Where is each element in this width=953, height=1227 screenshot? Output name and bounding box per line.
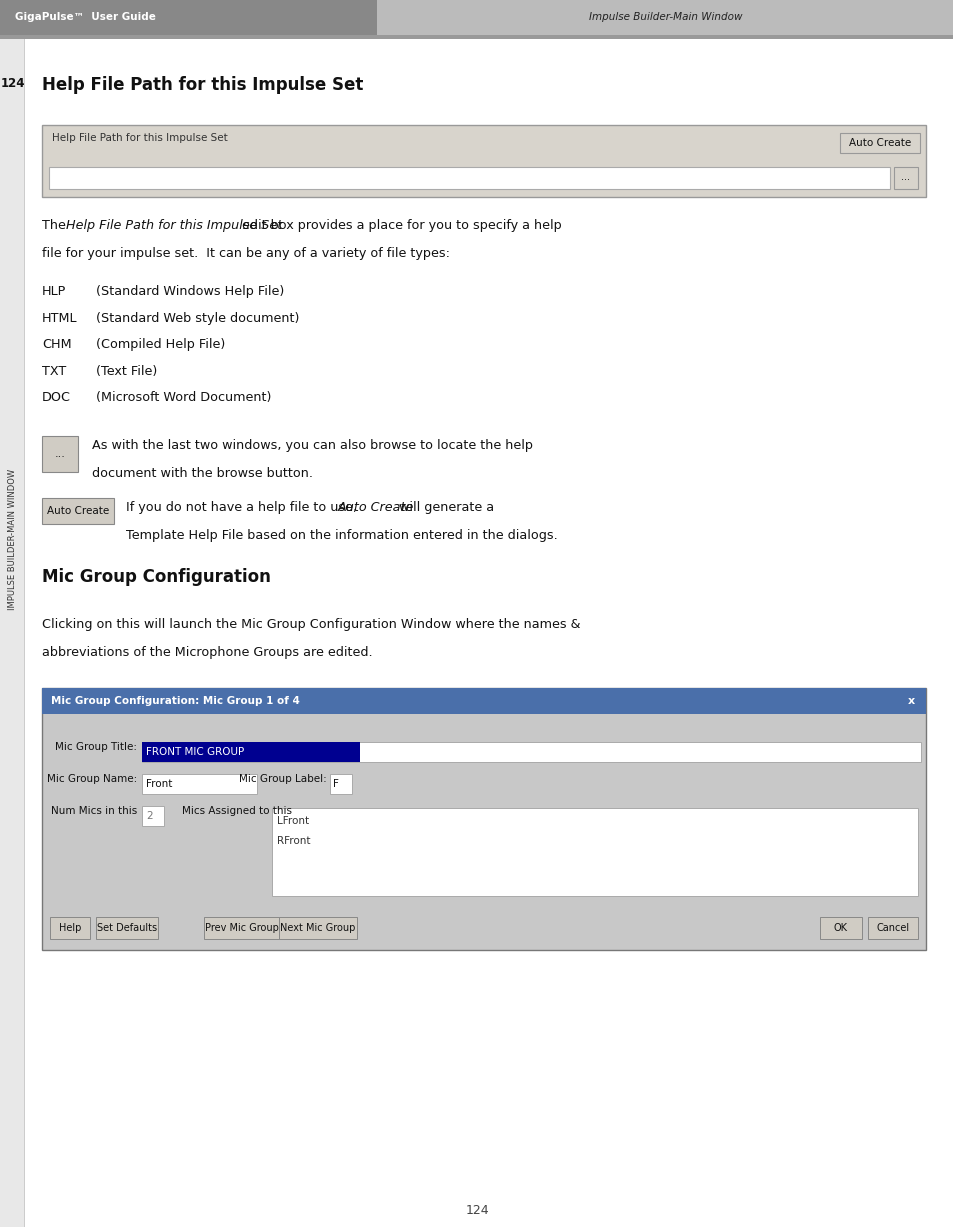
Text: Template Help File based on the information entered in the dialogs.: Template Help File based on the informat… xyxy=(126,529,558,542)
Text: Mic Group Configuration: Mic Group Configuration xyxy=(42,568,271,585)
Bar xyxy=(204,917,278,939)
Text: Help: Help xyxy=(59,923,81,933)
Text: Num Mics in this: Num Mics in this xyxy=(51,806,137,816)
Text: Help File Path for this Impulse Set: Help File Path for this Impulse Set xyxy=(42,76,363,94)
Bar xyxy=(42,688,925,950)
Text: abbreviations of the Microphone Groups are edited.: abbreviations of the Microphone Groups a… xyxy=(42,645,373,659)
Text: document with the browse button.: document with the browse button. xyxy=(91,467,313,480)
Text: Help File Path for this Impulse Set: Help File Path for this Impulse Set xyxy=(66,218,281,232)
Text: The: The xyxy=(42,218,70,232)
Text: Mic Group Label:: Mic Group Label: xyxy=(239,774,327,784)
Bar xyxy=(24,38,25,1227)
Text: Front: Front xyxy=(146,779,172,789)
Text: IMPULSE BUILDER-MAIN WINDOW: IMPULSE BUILDER-MAIN WINDOW xyxy=(8,469,17,611)
Text: F: F xyxy=(333,779,338,789)
Bar xyxy=(50,917,90,939)
Text: TXT: TXT xyxy=(42,364,66,378)
Text: Auto Create: Auto Create xyxy=(337,501,414,514)
Bar xyxy=(42,497,113,524)
Bar xyxy=(49,167,889,189)
Text: Prev Mic Group: Prev Mic Group xyxy=(204,923,278,933)
Text: file for your impulse set.  It can be any of a variety of file types:: file for your impulse set. It can be any… xyxy=(42,247,450,260)
Bar xyxy=(272,809,917,896)
Bar xyxy=(867,917,917,939)
Text: 2: 2 xyxy=(146,811,152,821)
Text: ...: ... xyxy=(54,449,66,459)
Bar xyxy=(142,742,920,762)
Text: Mic Group Configuration: Mic Group 1 of 4: Mic Group Configuration: Mic Group 1 of … xyxy=(51,696,299,706)
Text: 124: 124 xyxy=(465,1205,488,1217)
Text: Mics Assigned to this: Mics Assigned to this xyxy=(182,806,292,816)
Bar xyxy=(330,774,352,794)
Text: edit box provides a place for you to specify a help: edit box provides a place for you to spe… xyxy=(238,218,561,232)
Text: FRONT MIC GROUP: FRONT MIC GROUP xyxy=(146,747,244,757)
Text: OK: OK xyxy=(833,923,847,933)
Bar xyxy=(142,774,256,794)
Text: (Microsoft Word Document): (Microsoft Word Document) xyxy=(96,391,271,404)
Text: 124: 124 xyxy=(0,77,25,90)
Bar xyxy=(0,36,953,38)
Bar xyxy=(42,436,78,471)
Text: CHM: CHM xyxy=(42,337,71,351)
Text: Mic Group Title:: Mic Group Title: xyxy=(55,742,137,752)
Text: Auto Create: Auto Create xyxy=(47,506,109,515)
Text: (Compiled Help File): (Compiled Help File) xyxy=(96,337,225,351)
Bar xyxy=(376,0,953,36)
Text: HTML: HTML xyxy=(42,312,77,324)
Bar xyxy=(0,0,376,36)
Bar xyxy=(0,38,25,1227)
Text: Help File Path for this Impulse Set: Help File Path for this Impulse Set xyxy=(52,133,228,142)
Text: will generate a: will generate a xyxy=(395,501,494,514)
Text: Set Defaults: Set Defaults xyxy=(97,923,157,933)
Text: (Standard Windows Help File): (Standard Windows Help File) xyxy=(96,285,284,298)
Text: Auto Create: Auto Create xyxy=(848,137,910,147)
Text: HLP: HLP xyxy=(42,285,67,298)
Bar xyxy=(42,124,925,196)
Text: Next Mic Group: Next Mic Group xyxy=(280,923,355,933)
Bar xyxy=(820,917,862,939)
Text: (Text File): (Text File) xyxy=(96,364,157,378)
Bar xyxy=(142,742,359,762)
Bar xyxy=(278,917,356,939)
Bar xyxy=(893,167,917,189)
Text: DOC: DOC xyxy=(42,391,71,404)
Bar xyxy=(840,133,919,152)
Text: GigaPulse™  User Guide: GigaPulse™ User Guide xyxy=(15,12,155,22)
Text: (Standard Web style document): (Standard Web style document) xyxy=(96,312,299,324)
Text: RFront: RFront xyxy=(276,836,310,845)
Text: If you do not have a help file to use,: If you do not have a help file to use, xyxy=(126,501,361,514)
Text: Mic Group Name:: Mic Group Name: xyxy=(47,774,137,784)
Text: Clicking on this will launch the Mic Group Configuration Window where the names : Clicking on this will launch the Mic Gro… xyxy=(42,617,579,631)
Bar xyxy=(142,806,164,826)
Text: LFront: LFront xyxy=(276,816,309,826)
Text: Cancel: Cancel xyxy=(876,923,908,933)
Text: Impulse Builder-Main Window: Impulse Builder-Main Window xyxy=(588,12,741,22)
Text: x: x xyxy=(906,696,914,706)
Text: ...: ... xyxy=(901,173,909,183)
Bar xyxy=(42,688,925,714)
Text: As with the last two windows, you can also browse to locate the help: As with the last two windows, you can al… xyxy=(91,438,533,452)
Bar xyxy=(96,917,158,939)
